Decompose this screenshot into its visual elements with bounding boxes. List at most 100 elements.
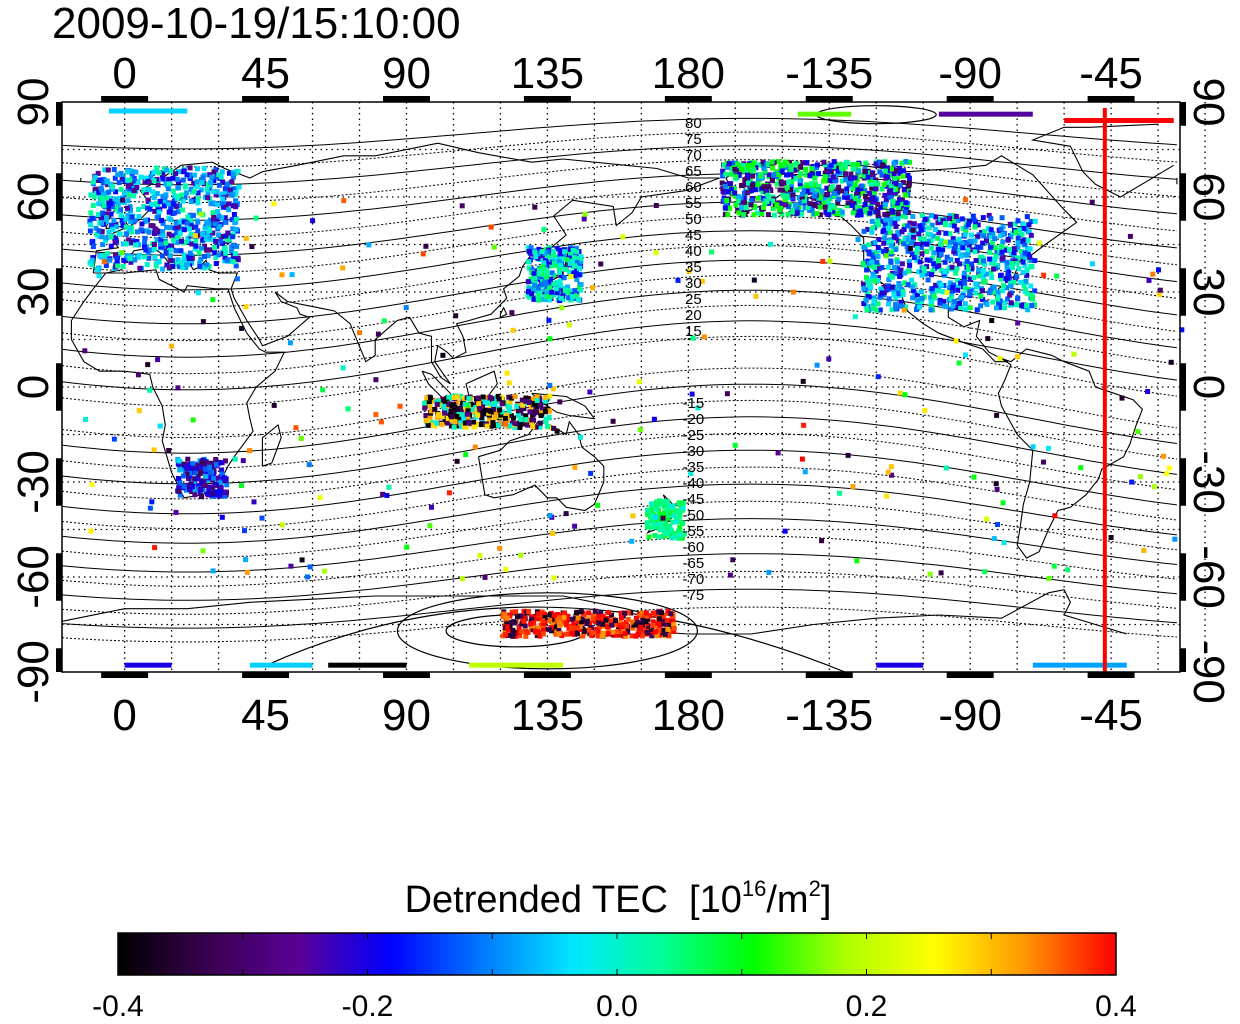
tec-cell xyxy=(981,258,987,264)
tec-cell xyxy=(885,211,891,217)
tec-cell xyxy=(161,203,167,209)
tec-cell xyxy=(888,195,894,201)
tec-cell xyxy=(480,394,486,400)
tec-cell xyxy=(456,423,462,429)
tec-cell xyxy=(905,282,911,288)
tec-cell-sparse xyxy=(1151,484,1157,490)
tec-cell xyxy=(766,184,772,190)
tec-cell xyxy=(146,255,152,261)
tec-cell xyxy=(170,201,176,207)
tec-cell xyxy=(879,290,885,296)
tec-cell xyxy=(869,185,875,191)
tec-cell xyxy=(160,233,166,239)
tec-cell xyxy=(422,405,428,411)
tec-cell xyxy=(782,187,788,193)
tec-cell-sparse xyxy=(629,538,635,544)
tec-cell xyxy=(523,633,529,639)
tec-cell xyxy=(168,205,174,211)
tec-cell xyxy=(89,257,95,263)
tec-cell xyxy=(825,199,831,205)
tec-cell xyxy=(513,633,519,639)
tec-cell xyxy=(547,285,553,291)
tec-cell xyxy=(869,218,875,224)
tec-cell-sparse xyxy=(135,372,141,378)
tec-cell xyxy=(554,290,560,296)
tec-cell xyxy=(668,527,674,533)
tec-cell-sparse xyxy=(551,575,557,581)
tec-cell xyxy=(216,493,222,499)
tec-cell xyxy=(630,625,636,631)
tec-cell xyxy=(866,251,872,257)
tec-cell xyxy=(633,615,639,621)
tec-cell xyxy=(448,423,454,429)
tec-cell xyxy=(664,499,670,505)
top-lon-tick-label: 90 xyxy=(382,49,431,98)
tec-cell-sparse xyxy=(210,297,216,303)
tec-cell xyxy=(523,417,529,423)
tec-cell xyxy=(995,296,1000,302)
tec-cell-sparse xyxy=(1146,277,1152,283)
tec-cell xyxy=(879,186,885,192)
tec-cell xyxy=(192,246,198,252)
tec-cell xyxy=(167,225,173,231)
chart-title: 2009-10-19/15:10:00 xyxy=(52,0,461,48)
tec-cell xyxy=(675,508,681,514)
tec-cell xyxy=(991,266,997,272)
tec-cell-sparse xyxy=(403,305,409,311)
right-lat-tick-label: -90 xyxy=(1184,640,1233,704)
tec-cell xyxy=(911,234,917,240)
tec-cell xyxy=(160,266,166,272)
tec-cell xyxy=(208,247,213,253)
tec-cell xyxy=(164,262,170,268)
tec-cell-sparse xyxy=(982,569,988,575)
tec-cell xyxy=(540,631,546,637)
tec-cell xyxy=(129,240,135,246)
tec-cell-sparse xyxy=(1036,240,1042,246)
tec-cell xyxy=(793,176,799,182)
tec-cell xyxy=(761,184,767,190)
tec-cell xyxy=(525,259,531,265)
tec-cell xyxy=(1023,254,1028,260)
tec-polar-band xyxy=(938,111,1033,117)
tec-cell xyxy=(542,409,548,415)
tec-cell xyxy=(990,231,996,237)
tec-cell xyxy=(216,232,222,238)
tec-cell xyxy=(956,284,961,290)
tec-cell xyxy=(138,227,144,233)
tec-cell xyxy=(964,252,970,258)
tec-cell xyxy=(861,245,867,250)
tec-cell xyxy=(960,225,966,231)
tec-cell xyxy=(151,247,157,252)
tec-cell xyxy=(174,262,180,268)
tec-cell xyxy=(462,420,468,426)
tec-cell-sparse xyxy=(541,226,547,232)
tec-cell-sparse xyxy=(1071,351,1077,357)
tec-cell xyxy=(761,165,767,171)
tec-cell-sparse xyxy=(942,239,948,245)
tec-cell-sparse xyxy=(1046,445,1051,451)
tec-cell xyxy=(453,411,459,417)
tec-cell xyxy=(532,275,538,280)
tec-cell xyxy=(959,240,965,246)
tec-cell xyxy=(222,215,228,221)
tec-cell xyxy=(219,471,225,477)
tec-cell xyxy=(739,183,745,188)
tec-cell xyxy=(526,265,532,271)
tec-cell xyxy=(123,241,129,247)
tec-cell xyxy=(174,195,180,201)
tec-cell xyxy=(999,249,1005,255)
tec-cell xyxy=(1016,227,1022,233)
tec-cell xyxy=(175,235,181,240)
tec-cell xyxy=(948,257,954,263)
tec-cell xyxy=(881,248,886,254)
tec-cell-sparse xyxy=(288,563,294,569)
tec-cell xyxy=(568,616,574,622)
tec-cell xyxy=(877,160,883,166)
tec-cell xyxy=(599,633,605,639)
tec-cell xyxy=(720,168,726,174)
tec-cell xyxy=(845,200,851,206)
tec-cell xyxy=(204,247,210,253)
tec-cell xyxy=(800,191,805,197)
tec-cell xyxy=(424,395,430,401)
tec-cell xyxy=(989,275,995,280)
